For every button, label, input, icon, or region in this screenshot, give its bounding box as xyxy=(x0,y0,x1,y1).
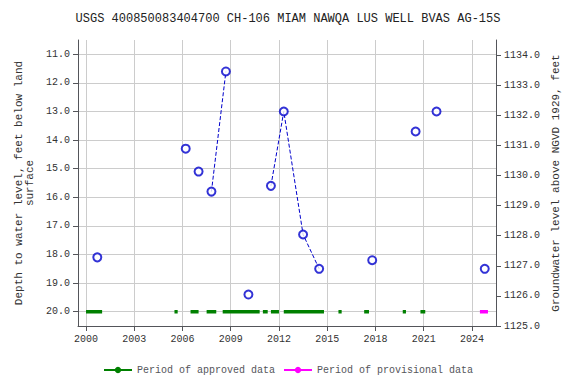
svg-text:Period of approved data: Period of approved data xyxy=(137,365,275,376)
svg-text:19.0: 19.0 xyxy=(46,278,70,289)
svg-text:2012: 2012 xyxy=(267,334,291,345)
svg-text:1128.0: 1128.0 xyxy=(504,230,540,241)
svg-text:2009: 2009 xyxy=(219,334,243,345)
svg-text:2018: 2018 xyxy=(363,334,387,345)
svg-text:15.0: 15.0 xyxy=(46,163,70,174)
svg-text:Depth to water level, feet bel: Depth to water level, feet below land xyxy=(12,60,25,306)
svg-text:2000: 2000 xyxy=(74,334,98,345)
svg-text:1130.0: 1130.0 xyxy=(504,170,540,181)
svg-text:surface: surface xyxy=(24,160,36,206)
svg-text:1129.0: 1129.0 xyxy=(504,200,540,211)
svg-text:2003: 2003 xyxy=(122,334,146,345)
svg-text:1131.0: 1131.0 xyxy=(504,140,540,151)
svg-text:2006: 2006 xyxy=(170,334,194,345)
svg-text:1125.0: 1125.0 xyxy=(504,321,540,332)
svg-text:1132.0: 1132.0 xyxy=(504,110,540,121)
svg-text:16.0: 16.0 xyxy=(46,192,70,203)
svg-text:12.0: 12.0 xyxy=(46,77,70,88)
svg-text:20.0: 20.0 xyxy=(46,306,70,317)
svg-text:Groundwater level above NGVD 1: Groundwater level above NGVD 1929, feet xyxy=(550,54,562,311)
svg-text:1127.0: 1127.0 xyxy=(504,260,540,271)
svg-text:14.0: 14.0 xyxy=(46,135,70,146)
svg-text:USGS 400850083404700 CH-106 MI: USGS 400850083404700 CH-106 MIAM NAWQA L… xyxy=(76,12,501,26)
svg-text:1126.0: 1126.0 xyxy=(504,290,540,301)
svg-text:17.0: 17.0 xyxy=(46,220,70,231)
svg-text:2024: 2024 xyxy=(460,334,484,345)
svg-text:2021: 2021 xyxy=(412,334,436,345)
svg-text:11.0: 11.0 xyxy=(46,49,70,60)
svg-text:Period of provisional data: Period of provisional data xyxy=(317,365,473,376)
svg-text:18.0: 18.0 xyxy=(46,249,70,260)
svg-text:1134.0: 1134.0 xyxy=(504,50,540,61)
svg-text:2015: 2015 xyxy=(315,334,339,345)
svg-text:1133.0: 1133.0 xyxy=(504,80,540,91)
svg-text:13.0: 13.0 xyxy=(46,106,70,117)
